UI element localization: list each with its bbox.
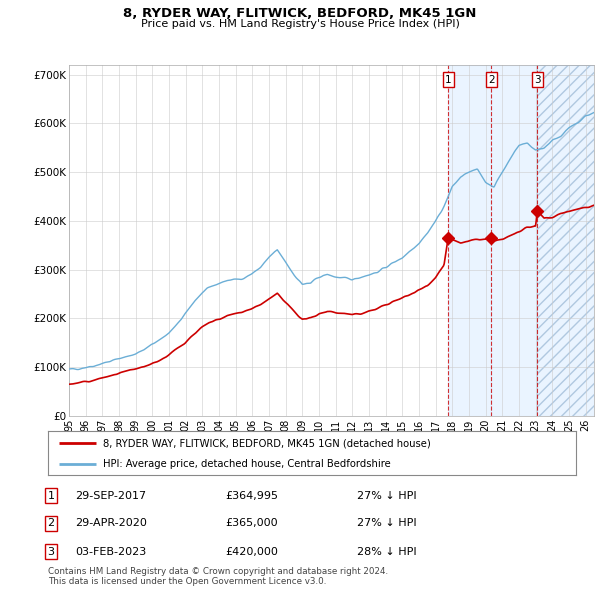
Text: 27% ↓ HPI: 27% ↓ HPI — [357, 491, 416, 500]
Bar — [491, 65, 537, 416]
Text: 3: 3 — [47, 547, 55, 556]
Text: 8, RYDER WAY, FLITWICK, BEDFORD, MK45 1GN (detached house): 8, RYDER WAY, FLITWICK, BEDFORD, MK45 1G… — [103, 438, 431, 448]
Bar — [537, 65, 594, 416]
Text: £365,000: £365,000 — [225, 519, 278, 528]
Text: 28% ↓ HPI: 28% ↓ HPI — [357, 547, 416, 556]
Text: 2: 2 — [47, 519, 55, 528]
Bar — [537, 65, 594, 416]
Text: 3: 3 — [534, 74, 541, 84]
Text: 27% ↓ HPI: 27% ↓ HPI — [357, 519, 416, 528]
Text: 2: 2 — [488, 74, 494, 84]
Text: 1: 1 — [47, 491, 55, 500]
Bar — [448, 65, 491, 416]
Text: 1: 1 — [445, 74, 451, 84]
Text: £420,000: £420,000 — [225, 547, 278, 556]
Text: 29-SEP-2017: 29-SEP-2017 — [75, 491, 146, 500]
Text: 8, RYDER WAY, FLITWICK, BEDFORD, MK45 1GN: 8, RYDER WAY, FLITWICK, BEDFORD, MK45 1G… — [124, 7, 476, 20]
Text: 29-APR-2020: 29-APR-2020 — [75, 519, 147, 528]
Text: Price paid vs. HM Land Registry's House Price Index (HPI): Price paid vs. HM Land Registry's House … — [140, 19, 460, 29]
Text: £364,995: £364,995 — [225, 491, 278, 500]
Text: HPI: Average price, detached house, Central Bedfordshire: HPI: Average price, detached house, Cent… — [103, 459, 391, 469]
Text: Contains HM Land Registry data © Crown copyright and database right 2024.
This d: Contains HM Land Registry data © Crown c… — [48, 567, 388, 586]
Text: 03-FEB-2023: 03-FEB-2023 — [75, 547, 146, 556]
